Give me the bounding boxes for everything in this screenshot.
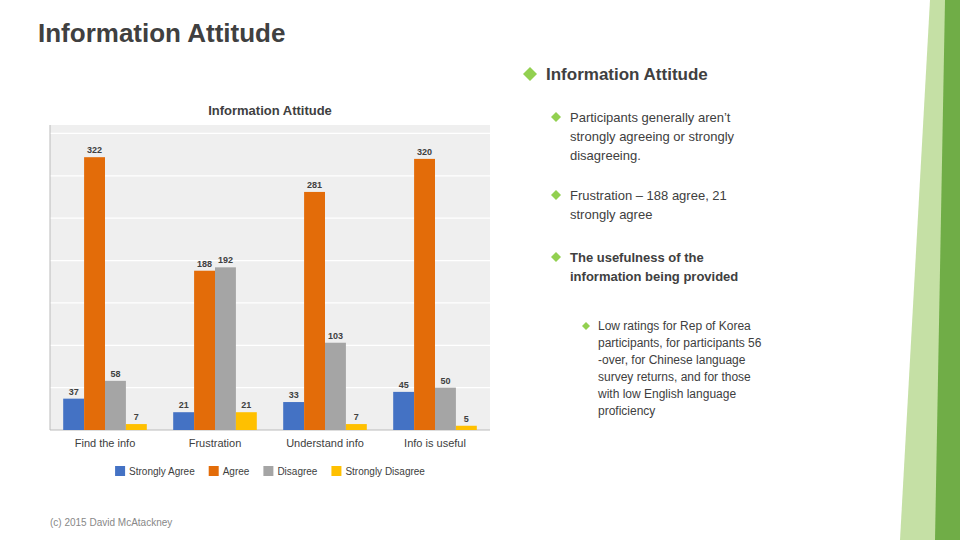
x-tick-label: Find the info [75,437,136,449]
bar [283,402,304,430]
bar [215,267,236,430]
x-tick-label: Frustration [189,437,242,449]
text-line: participants, for participants 56 [598,336,762,350]
bar [194,271,215,430]
data-label: 322 [87,145,102,155]
text-line: strongly agreeing or strongly [570,129,735,144]
text-line: information being provided [570,269,738,284]
bullet-marker [551,252,561,262]
text-line: -over, for Chinese language [598,353,746,367]
data-label: 192 [218,255,233,265]
bar [126,424,147,430]
sub-sub-bullet: Low ratings for Rep of Korea participants… [597,319,762,418]
legend: Strongly Agree Agree Disagree Strongly Disa… [115,466,425,477]
decoration [900,0,960,540]
text-line: strongly agree [570,207,652,222]
legend-item: Disagree [263,466,317,477]
legend-item: Strongly Agree [115,466,195,477]
sub-bullet: The usefulness of the information being p… [570,250,738,284]
text-line: Information Attitude [546,65,708,84]
legend-item: Strongly Disagree [331,466,425,477]
text-line: Low ratings for Rep of Korea [598,319,751,333]
data-label: 320 [417,147,432,157]
bar [393,392,414,430]
data-label: 5 [464,414,469,424]
slide: Information Attitude Information Attitude… [0,0,960,540]
x-tick-label: Understand info [286,437,364,449]
bar [325,343,346,430]
slide-title: Information Attitude [38,18,285,48]
bar [63,399,84,430]
bullet-marker [523,67,537,81]
text-line: Frustration – 188 agree, 21 [570,188,727,203]
bar [435,388,456,430]
data-label: 50 [440,376,450,386]
bar [304,192,325,430]
data-label: 7 [134,412,139,422]
data-label: 103 [328,331,343,341]
bullet-marker [551,190,561,200]
main-bullet: Information Attitude [546,65,708,84]
legend-label: Disagree [277,466,317,477]
chart-title: Information Attitude [208,103,332,118]
data-label: 45 [399,380,409,390]
bar [414,159,435,430]
data-label: 37 [69,387,79,397]
data-label: 21 [241,400,251,410]
footer: (c) 2015 David McAtackney [50,517,172,528]
text-line: with low English language [597,387,736,401]
decoration [935,0,960,540]
data-label: 7 [354,412,359,422]
legend-swatch [331,466,341,476]
bar [173,412,194,430]
legend-label: Strongly Disagree [345,466,425,477]
plot-background [50,125,490,430]
text-line: proficiency [598,404,655,418]
bar [84,157,105,430]
text-line: Participants generally aren’t [570,110,731,125]
legend-swatch [115,466,125,476]
data-labels: 37 21 33 45 322 188 281 320 58 192 103 50 7 21 7 5 [69,145,469,424]
bullet-marker [551,112,561,122]
data-label: 33 [289,390,299,400]
legend-label: Strongly Agree [129,466,195,477]
y-axis-line [50,125,51,430]
legend-swatch [263,466,273,476]
bar [236,412,257,430]
data-label: 58 [110,369,120,379]
sub-bullet: Participants generally aren’t strongly ag… [570,110,735,163]
bar [346,424,367,430]
text-line: survey returns, and for those [598,370,751,384]
bullet-marker [582,322,590,330]
grid-line [50,133,490,134]
data-label: 281 [307,180,322,190]
x-tick-label: Info is useful [404,437,466,449]
bar [105,381,126,430]
legend-item: Agree [209,466,250,477]
text-line: disagreeing. [570,148,641,163]
legend-swatch [209,466,219,476]
data-label: 188 [197,259,212,269]
bars [63,157,477,430]
legend-label: Agree [223,466,250,477]
text-line: The usefulness of the [570,250,704,265]
bar [456,426,477,430]
data-label: 21 [179,400,189,410]
sub-bullet: Frustration – 188 agree, 21 strongly agre… [570,188,727,222]
